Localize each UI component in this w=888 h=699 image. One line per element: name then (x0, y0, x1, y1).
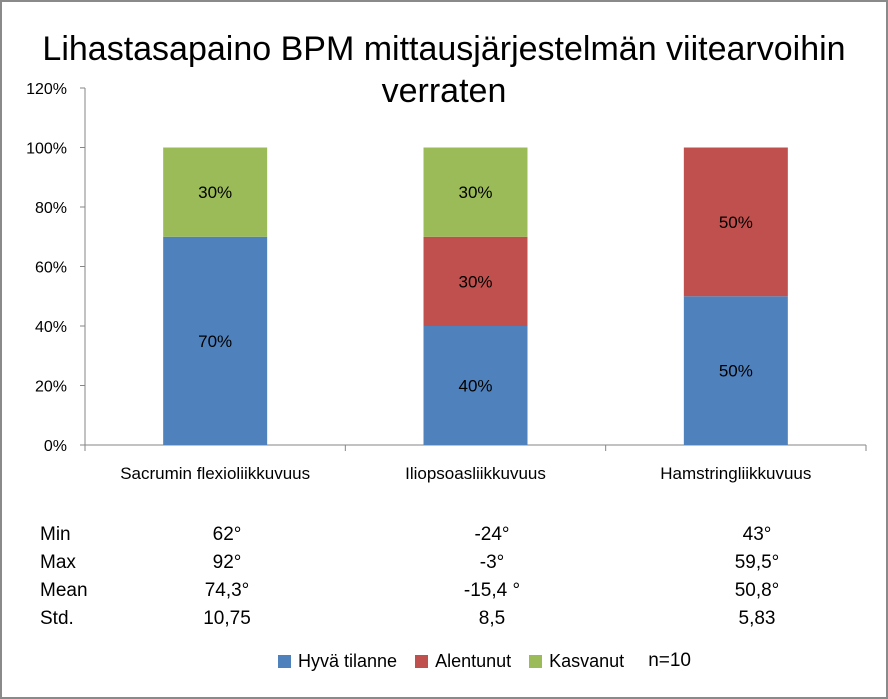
bar-segment (163, 147, 268, 237)
y-tick-label: 20% (35, 379, 67, 396)
data-label: 30% (458, 272, 492, 291)
legend-item: Alentunut (415, 651, 511, 672)
legend-swatch (529, 654, 543, 668)
bar-segment (683, 296, 788, 445)
data-label: 30% (458, 183, 492, 202)
bar-segment (423, 326, 528, 445)
data-label: 50% (719, 213, 753, 232)
bar-segment (683, 147, 788, 297)
legend-swatch (415, 654, 429, 668)
chart-title: Lihastasapaino BPM mittausjärjestelmän v… (42, 30, 846, 110)
y-tick-label: 40% (35, 319, 67, 336)
x-tick-label: Sacrumin flexioliikkuvuus (120, 464, 310, 483)
bar-segment (423, 236, 528, 326)
x-tick-label: Iliopsoasliikkuvuus (405, 464, 546, 483)
legend-label: Alentunut (435, 650, 512, 671)
data-label: 50% (719, 362, 753, 381)
legend-label: Hyvä tilanne (298, 650, 398, 671)
sample-size-note: n=10 (648, 650, 691, 671)
legend-label: Kasvanut (549, 650, 625, 671)
x-tick-label: Hamstringliikkuvuus (660, 464, 811, 483)
bar-segment (163, 236, 268, 445)
legend-swatch (278, 654, 291, 668)
y-tick-label: 60% (35, 260, 67, 277)
bar-segment (423, 147, 528, 237)
y-tick-label: 120% (26, 81, 67, 98)
y-tick-label: 100% (26, 141, 67, 158)
data-label: 70% (198, 332, 232, 351)
data-label: 40% (458, 377, 492, 396)
legend-item: Hyvä tilanne (278, 651, 397, 672)
data-label: 30% (198, 183, 232, 202)
legend-item: Kasvanut (529, 651, 624, 672)
y-tick-label: 80% (35, 200, 67, 217)
y-tick-label: 0% (44, 438, 67, 455)
legend: Hyvä tilanne Alentunut Kasvanut n=10 (278, 650, 691, 672)
